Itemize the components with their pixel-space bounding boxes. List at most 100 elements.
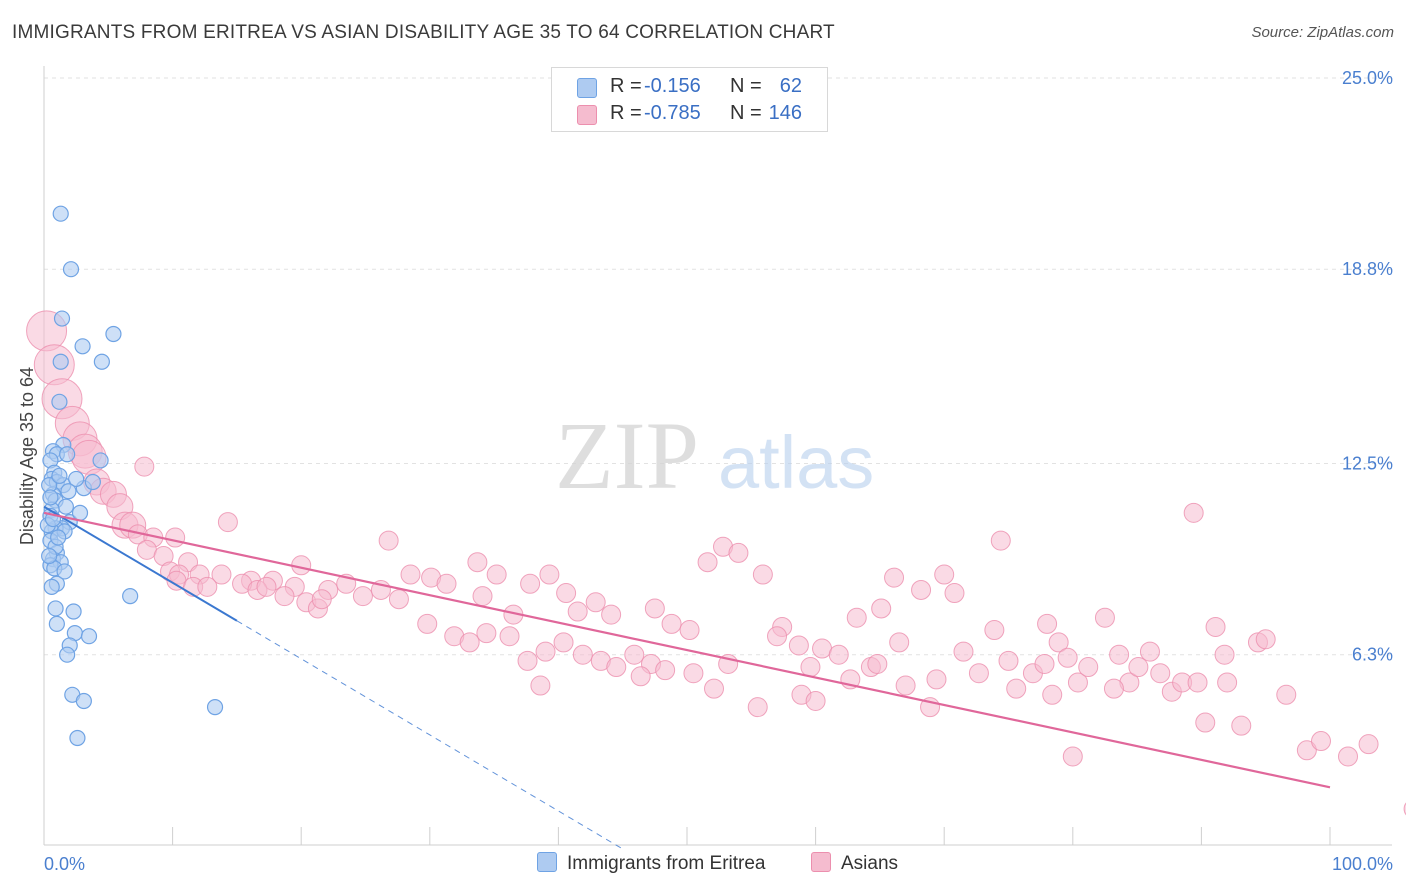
legend-swatch-blue [577, 78, 597, 98]
asians-point-103 [1067, 672, 1088, 693]
eritrea-point-1 [62, 261, 80, 278]
asians-point-129 [934, 564, 955, 585]
eritrea-point-60 [60, 483, 77, 500]
asians-point-48 [467, 552, 488, 573]
correlation-legend: R = -0.156 N = 62 R = -0.785 N = 146 [551, 67, 828, 132]
asians-point-77 [697, 552, 718, 573]
eritrea-point-37 [122, 588, 139, 605]
eritrea-point-58 [42, 489, 59, 506]
y-tick-label-2: 18.8% [1342, 259, 1393, 279]
asians-point-141 [1358, 734, 1379, 755]
asians-point-62 [517, 650, 538, 671]
legend-r-value: -0.156 [644, 75, 701, 97]
legend-n-value: 62 [779, 75, 802, 97]
asians-point-91 [911, 579, 932, 600]
asians-point-143 [1255, 629, 1276, 650]
chart-title: IMMIGRANTS FROM ERITREA VS ASIAN DISABIL… [12, 22, 835, 43]
asians-point-75 [661, 613, 682, 634]
eritrea-point-47 [206, 699, 224, 716]
asians-point-137 [1062, 746, 1083, 767]
asians-point-63 [535, 641, 556, 662]
asians-point-45 [311, 589, 332, 610]
x-tick-labels: 0.0% 100.0% [44, 854, 1393, 874]
asians-point-32 [256, 576, 277, 597]
asians-point-118 [1276, 684, 1297, 705]
eritrea-point-40 [48, 615, 65, 632]
asians-point-115 [1217, 672, 1238, 693]
eritrea-point-38 [47, 600, 64, 617]
eritrea-point-44 [59, 646, 76, 663]
eritrea-point-3 [105, 325, 122, 343]
legend-row-eritrea: R = -0.156 N = 62 [552, 74, 827, 100]
asians-point-136 [1214, 644, 1235, 665]
asians-trend-line [43, 511, 1331, 789]
asians-point-70 [655, 660, 676, 681]
asians-point-74 [644, 598, 665, 619]
watermark-zip: ZIP [555, 402, 699, 509]
asians-point-34 [274, 586, 295, 607]
asians-point-68 [624, 644, 645, 665]
asians-point-113 [1195, 712, 1216, 733]
asians-point-71 [530, 675, 551, 696]
asians-point-102 [1057, 647, 1078, 668]
asians-point-132 [1150, 663, 1171, 684]
asians-point-109 [1139, 641, 1160, 662]
x-tick-label-max: 100.0% [1332, 854, 1393, 874]
asians-point-65 [572, 644, 593, 665]
watermark-atlas: atlas [718, 421, 874, 504]
asians-point-96 [984, 620, 1005, 641]
asians-point-98 [1006, 678, 1027, 699]
eritrea-point-56 [84, 473, 101, 491]
asians-point-72 [630, 666, 651, 687]
asians-point-83 [800, 657, 821, 678]
eritrea-point-7 [51, 393, 68, 410]
eritrea-trend-extension [236, 620, 623, 850]
asians-point-89 [889, 632, 910, 653]
bottom-legend-label: Immigrants from Eritrea [567, 853, 766, 874]
asians-point-101 [1048, 632, 1069, 653]
eritrea-point-50 [51, 467, 68, 484]
asians-point-108 [1128, 657, 1149, 678]
asians-point-79 [728, 542, 749, 563]
bottom-legend-swatch-pink [811, 852, 831, 872]
eritrea-point-52 [68, 470, 85, 488]
asians-point-94 [953, 641, 974, 662]
asians-point-134 [1042, 684, 1063, 705]
eritrea-point-4 [74, 338, 91, 355]
trend-lines [43, 505, 1331, 850]
eritrea-point-12 [59, 446, 76, 463]
asians-point-114 [1205, 616, 1226, 637]
eritrea-point-11 [92, 452, 109, 469]
asians-point-76 [679, 620, 700, 641]
asians-point-133 [867, 653, 888, 674]
eritrea-point-21 [57, 498, 74, 515]
asians-point-121 [747, 697, 768, 718]
asians-point-49 [486, 564, 507, 585]
asians-point-116 [1231, 715, 1252, 736]
asians-point-51 [539, 564, 560, 585]
asians-point-97 [998, 650, 1019, 671]
asians-point-57 [417, 613, 438, 634]
asians-point-119 [990, 530, 1011, 551]
y-tick-label-0: 6.3% [1352, 645, 1393, 665]
asians-point-64 [553, 632, 574, 653]
eritrea-point-57 [50, 529, 67, 546]
x-tick-label-min: 0.0% [44, 854, 85, 874]
legend-n-label: N = [730, 102, 762, 124]
asians-point-144 [767, 626, 788, 647]
legend-r-value: -0.785 [644, 102, 701, 124]
eritrea-point-55 [41, 547, 58, 565]
asians-point-50 [520, 573, 541, 594]
asians-point-95 [968, 663, 989, 684]
asians-point-67 [606, 657, 627, 678]
legend-r-label: R = [610, 75, 642, 97]
asians-point-47 [378, 530, 399, 551]
eritrea-point-2 [53, 310, 71, 327]
bottom-legend-swatch-blue [537, 852, 557, 872]
eritrea-point-59 [71, 504, 89, 521]
legend-row-asians: R = -0.785 N = 146 [552, 101, 827, 127]
legend-n-value: 146 [768, 102, 802, 124]
asians-point-135 [1187, 672, 1208, 693]
asians-point-85 [828, 644, 849, 665]
asians-point-112 [1183, 502, 1204, 523]
